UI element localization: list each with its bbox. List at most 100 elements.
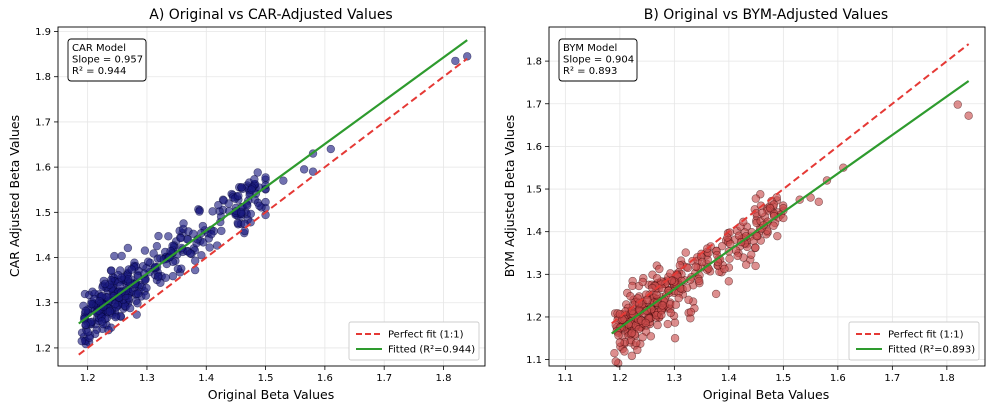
data-point [279,176,288,185]
grid [58,27,485,366]
data-point [133,299,142,308]
data-point [111,313,120,322]
legend-label-fitted: Fitted (R²=0.944) [388,345,475,356]
x-tick-label: 1.5 [258,373,274,384]
data-point [655,264,664,274]
data-point [197,251,206,260]
data-point [83,327,92,337]
chart-title: B) Original vs BYM-Adjusted Values [644,7,888,23]
data-point [641,318,650,328]
x-tick-label: 1.8 [436,373,452,384]
fit-lines [78,39,468,356]
data-point [149,249,158,258]
data-point [141,291,151,300]
data-point [127,265,136,274]
data-point [674,293,683,303]
data-point [237,183,246,192]
annotation-line-3: R² = 0.893 [563,66,617,77]
data-point [207,230,216,239]
data-point [261,173,270,182]
x-tick-label: 1.7 [884,373,900,384]
data-point [186,249,195,258]
data-point [154,272,163,281]
data-point [253,168,262,177]
x-tick-label: 1.6 [830,373,846,384]
data-point [107,266,116,275]
x-tick-label: 1.8 [939,373,955,384]
data-point [627,328,637,338]
data-point [779,213,788,223]
data-point [191,256,200,265]
y-tick-label: 1.3 [526,270,542,281]
y-tick-label: 1.2 [35,343,51,354]
data-point [97,317,107,326]
data-point [769,221,778,230]
x-axis-label: Original Beta Values [703,387,830,402]
data-point [657,310,666,320]
data-point [682,283,692,293]
data-point [615,338,625,347]
annotation-line-2: Slope = 0.904 [563,55,634,66]
data-point [217,226,226,236]
y-tick-label: 1.3 [35,298,51,309]
data-point [611,357,620,366]
data-point [724,277,733,286]
data-point [133,289,143,299]
data-point [652,273,662,283]
data-point [717,241,727,251]
x-axis-label: Original Beta Values [208,387,335,402]
model-annotation-box: CAR Model Slope = 0.957 R² = 0.944 [67,38,147,82]
perfect-fit-line [78,57,468,356]
data-point [236,208,246,217]
x-tick-label: 1.2 [80,373,96,384]
ticks: 1.1 1.2 1.3 1.4 1.5 1.6 1.7 1.8 1.1 1.2 1.3 1.4 1.5 1… [526,57,955,384]
data-point [686,307,696,317]
data-point [219,196,228,205]
scatter-points [77,52,472,349]
data-point [234,191,243,201]
data-point [463,52,472,61]
data-point [125,303,135,313]
y-tick-label: 1.4 [526,227,542,238]
annotation-line-2: Slope = 0.957 [72,55,143,66]
y-tick-label: 1.8 [35,72,51,83]
legend-box [348,321,480,361]
data-point [628,281,637,291]
x-tick-label: 1.4 [198,373,214,384]
legend: Perfect fit (1:1) Fitted (R²=0.893) [848,321,980,361]
data-point [166,246,175,256]
annotation-line-3: R² = 0.944 [72,66,126,77]
data-point [658,301,667,310]
annotation-box [67,38,147,82]
data-point [77,336,86,346]
y-tick-label: 1.5 [526,185,542,196]
data-point [747,250,756,259]
data-point [741,260,751,269]
plot-frame [548,26,986,367]
chart-title: A) Original vs CAR-Adjusted Values [149,7,392,23]
data-point [614,331,623,340]
data-point [667,276,677,285]
x-tick-label: 1.3 [666,373,682,384]
data-point [758,208,767,218]
data-point [142,283,151,293]
x-tick-label: 1.2 [612,373,628,384]
data-point [255,201,264,211]
data-point [100,279,110,289]
annotation-line-1: BYM Model [563,43,617,54]
y-tick-label: 1.6 [526,142,542,153]
plot-frame [57,26,486,367]
data-point [964,111,973,120]
x-tick-label: 1.1 [557,373,573,384]
legend-box [848,321,980,361]
data-point [81,306,90,316]
data-point [751,243,760,252]
data-point [95,296,104,306]
data-point [694,276,704,286]
y-tick-label: 1.7 [35,117,51,128]
data-point [110,299,120,309]
y-tick-label: 1.6 [35,163,51,174]
data-point [720,264,729,274]
fit-lines [611,43,970,335]
